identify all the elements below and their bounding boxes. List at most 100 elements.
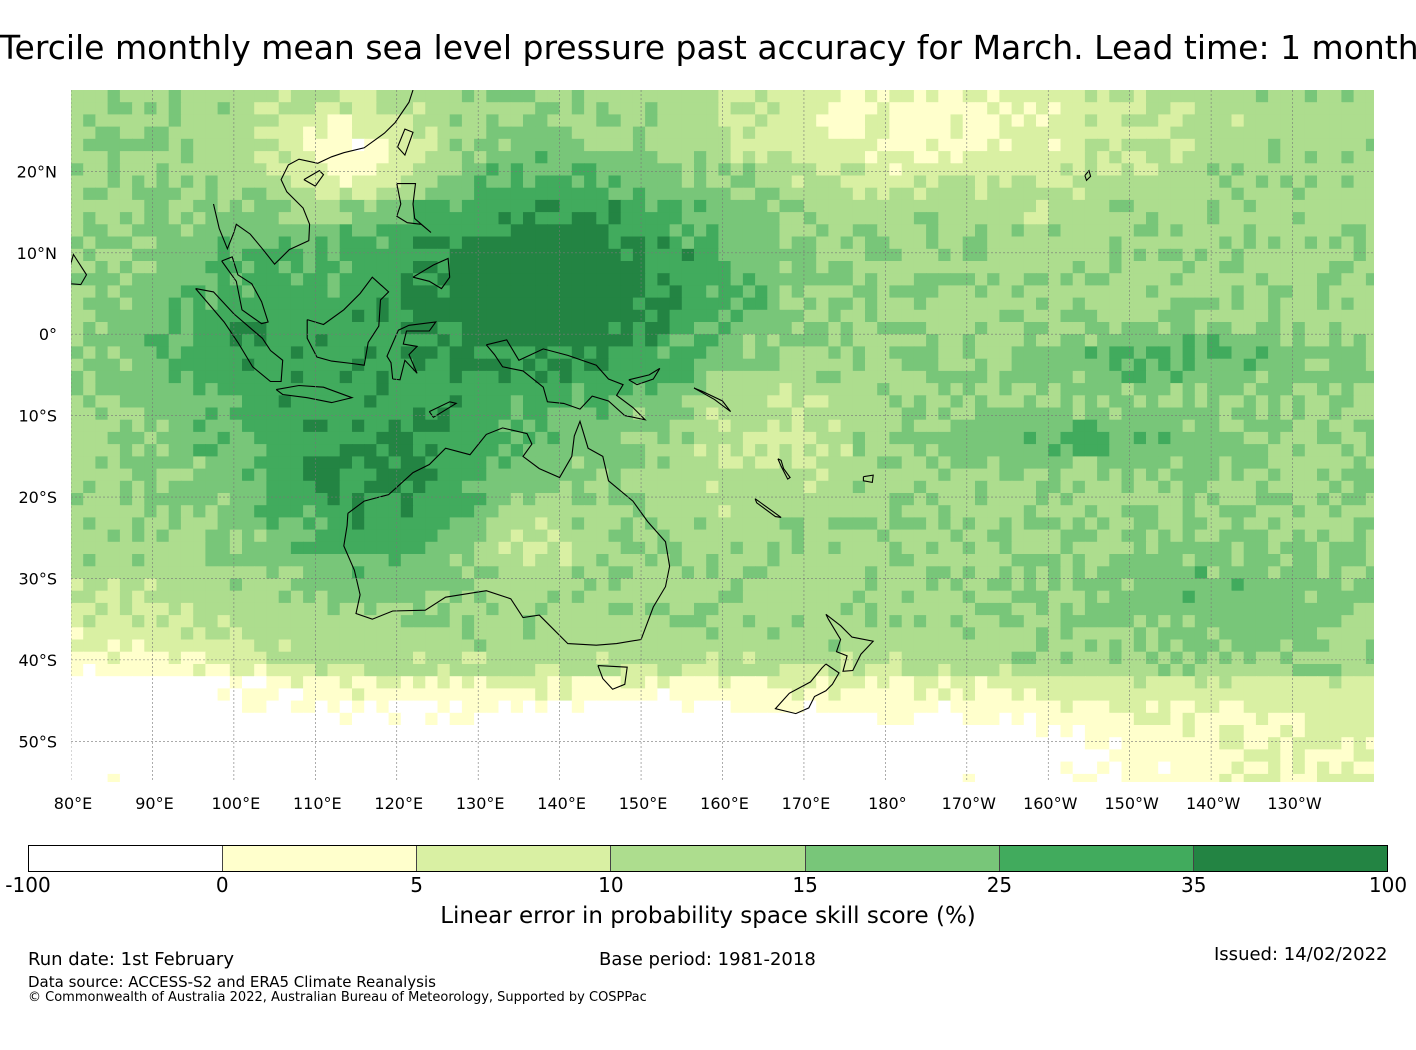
skill-cell-1107 <box>523 212 536 225</box>
skill-cell-751 <box>95 175 109 189</box>
skill-cell-378 <box>767 126 781 140</box>
chart-title: Tercile monthly mean sea level pressure … <box>0 28 1416 67</box>
skill-cell-2192 <box>706 334 719 347</box>
skill-cell-1226 <box>669 224 683 238</box>
skill-cell-1965 <box>547 309 561 323</box>
skill-cell-4311 <box>449 578 463 592</box>
skill-cell-4072 <box>144 554 158 567</box>
skill-cell-2763 <box>1146 395 1159 409</box>
skill-cell-2199 <box>791 334 805 347</box>
skill-cell-443 <box>254 138 267 152</box>
skill-cell-3176 <box>962 444 976 457</box>
skill-cell-4283 <box>107 578 121 592</box>
skill-cell-4667 <box>877 615 890 628</box>
skill-cell-4158 <box>1194 554 1208 567</box>
skill-cell-2592 <box>364 383 377 396</box>
skill-cell-1720 <box>168 285 182 299</box>
skill-cell-3474 <box>681 480 695 494</box>
skill-cell-571 <box>510 151 524 164</box>
skill-cell-961 <box>1353 187 1367 201</box>
skill-cell-2061 <box>413 322 426 335</box>
skill-cell-2420 <box>877 358 890 372</box>
skill-cell-2895 <box>144 419 158 433</box>
skill-cell-1353 <box>913 236 927 250</box>
skill-cell-4596 <box>1317 602 1330 616</box>
skill-cell-2202 <box>828 334 842 347</box>
skill-cell-3745 <box>71 517 84 531</box>
skill-cell-394 <box>962 126 976 140</box>
skill-cell-273 <box>791 114 805 128</box>
skill-cell-2201 <box>816 334 829 347</box>
skill-cell-2769 <box>1219 395 1233 409</box>
skill-cell-3912 <box>803 529 817 543</box>
skill-cell-3008 <box>217 431 231 445</box>
skill-cell-3254 <box>608 456 622 470</box>
skill-cell-3315 <box>1353 456 1367 470</box>
skill-cell-1595 <box>1255 261 1269 274</box>
skill-cell-1341 <box>767 236 781 250</box>
skill-cell-2128 <box>1231 322 1245 335</box>
skill-cell-4423 <box>510 590 524 604</box>
skill-cell-4291 <box>205 578 219 592</box>
skill-cell-3327 <box>193 468 206 482</box>
skill-cell-2179 <box>547 334 561 347</box>
skill-cell-3013 <box>278 431 292 445</box>
skill-cell-1659 <box>730 273 744 286</box>
skill-cell-4188 <box>254 566 267 580</box>
skill-cell-2693 <box>290 395 304 409</box>
skill-cell-1449 <box>779 248 793 262</box>
skill-cell-1777 <box>865 285 878 299</box>
skill-cell-4797 <box>1158 627 1171 641</box>
skill-cell-3493 <box>913 480 927 494</box>
skill-cell-2417 <box>840 358 854 372</box>
skill-cell-4133 <box>889 554 903 567</box>
skill-cell-161 <box>730 102 744 115</box>
skill-cell-392 <box>938 126 952 140</box>
skill-cell-3682 <box>608 505 622 518</box>
skill-cell-4263 <box>1170 566 1184 580</box>
skill-cell-4164 <box>1268 554 1281 567</box>
skill-cell-4720 <box>217 627 231 641</box>
skill-cell-1503 <box>132 261 145 274</box>
skill-cell-176 <box>913 102 927 115</box>
skill-cell-4274 <box>1304 566 1318 580</box>
skill-cell-86 <box>1121 90 1135 103</box>
skill-cell-4850 <box>498 639 512 653</box>
skill-cell-3634 <box>1329 493 1342 506</box>
skill-cell-840 <box>1182 175 1196 189</box>
skill-cell-2155 <box>254 334 267 347</box>
skill-cell-4415 <box>413 590 426 604</box>
skill-cell-4294 <box>242 578 255 592</box>
skill-cell-1432 <box>571 248 585 262</box>
skill-cell-1090 <box>315 212 329 225</box>
skill-cell-3851 <box>1365 517 1374 531</box>
skill-cell-2983 <box>1219 419 1233 433</box>
skill-cell-2435 <box>1060 358 1074 372</box>
skill-cell-3217 <box>156 456 170 470</box>
skill-cell-1905 <box>1121 297 1135 311</box>
skill-cell-227 <box>229 114 243 128</box>
skill-cell-4617 <box>266 615 280 628</box>
skill-cell-2483 <box>339 370 353 384</box>
skill-cell-2999 <box>107 431 121 445</box>
skill-cell-1272 <box>1231 224 1245 238</box>
skill-cell-4396 <box>180 590 194 604</box>
skill-cell-2380 <box>388 358 402 372</box>
skill-cell-4600 <box>1365 602 1374 616</box>
skill-cell-15 <box>254 90 267 103</box>
skill-cell-595 <box>803 151 817 164</box>
skill-cell-522 <box>1219 138 1233 152</box>
skill-cell-73 <box>962 90 976 103</box>
skill-cell-2063 <box>437 322 451 335</box>
skill-cell-843 <box>1219 175 1233 189</box>
skill-cell-700 <box>779 163 793 177</box>
skill-cell-53 <box>718 90 732 103</box>
skill-cell-1578 <box>1048 261 1062 274</box>
skill-cell-4105 <box>547 554 561 567</box>
skill-cell-4669 <box>901 615 915 628</box>
skill-cell-3471 <box>645 480 658 494</box>
skill-cell-1980 <box>730 309 744 323</box>
skill-cell-4813 <box>1353 627 1367 641</box>
skill-cell-3801 <box>755 517 768 531</box>
skill-cell-4820 <box>132 639 145 653</box>
